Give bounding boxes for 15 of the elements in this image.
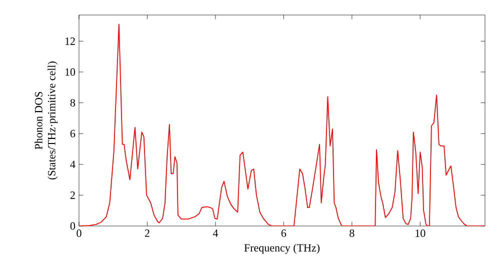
- y-axis-title: Phonon DOS (States/THz·primitive cell): [34, 62, 58, 180]
- x-tick-label: 4: [212, 230, 218, 237]
- x-tick-label: 0: [76, 230, 82, 237]
- x-axis-title: Frequency (THz): [244, 244, 320, 254]
- y-tick-label: 12: [65, 38, 75, 45]
- y-tick-label: 8: [70, 99, 76, 106]
- y-tick-label: 4: [70, 160, 76, 168]
- x-tick-label: 8: [350, 230, 354, 237]
- x-tick-label: 2: [144, 230, 150, 237]
- x-tick-label: 10: [416, 230, 426, 237]
- y-tick-label: 10: [65, 68, 76, 76]
- y-tick-label: 6: [70, 130, 76, 138]
- x-tick-label: 6: [281, 230, 286, 237]
- y-tick-label: 0: [70, 222, 76, 230]
- y-tick-label: 2: [70, 192, 75, 199]
